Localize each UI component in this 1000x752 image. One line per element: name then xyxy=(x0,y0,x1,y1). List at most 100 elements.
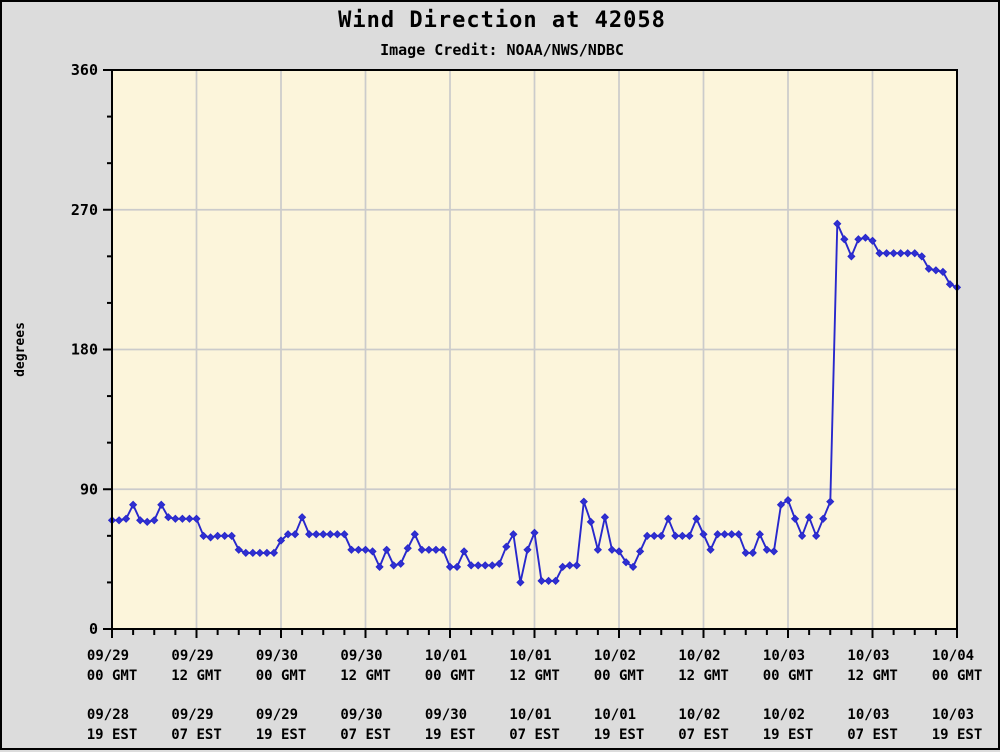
data-point-marker xyxy=(685,531,694,540)
data-point-marker xyxy=(164,513,173,522)
data-point-marker xyxy=(805,513,814,522)
data-point-marker xyxy=(382,545,391,554)
x-tick-label-gmt-time: 12 GMT xyxy=(847,668,898,684)
data-point-marker xyxy=(474,561,483,570)
plot-border xyxy=(111,69,958,630)
x-tick-label-est-date: 10/02 xyxy=(678,707,720,723)
data-point-marker xyxy=(431,545,441,554)
data-point-marker xyxy=(312,530,321,539)
data-point-marker xyxy=(368,547,377,556)
data-point-marker xyxy=(220,531,229,540)
data-point-marker xyxy=(748,548,757,558)
data-point-marker xyxy=(593,545,602,554)
x-tick-label-est-time: 19 EST xyxy=(87,727,138,743)
data-point-marker xyxy=(931,266,940,275)
x-tick-label-gmt-date: 10/02 xyxy=(678,648,720,664)
data-point-marker xyxy=(762,545,771,554)
data-point-marker xyxy=(234,545,243,554)
data-point-marker xyxy=(579,497,588,506)
x-tick-label-gmt-time: 00 GMT xyxy=(256,668,307,684)
data-point-marker xyxy=(840,235,849,244)
data-point-marker xyxy=(143,517,152,526)
x-tick-label-gmt-time: 00 GMT xyxy=(87,668,138,684)
data-point-marker xyxy=(938,267,948,276)
data-point-marker xyxy=(755,530,764,539)
data-point-marker xyxy=(671,531,680,540)
x-tick-label-est-time: 19 EST xyxy=(594,727,645,743)
data-point-marker xyxy=(459,547,469,556)
data-point-marker xyxy=(150,516,159,525)
data-point-marker xyxy=(502,542,511,551)
data-point-marker xyxy=(650,531,659,540)
x-tick-label-gmt-date: 09/30 xyxy=(340,648,382,664)
data-point-marker xyxy=(861,233,870,242)
data-point-marker xyxy=(192,514,201,523)
data-point-marker xyxy=(269,548,279,558)
data-point-marker xyxy=(305,530,314,539)
data-point-marker xyxy=(769,547,779,556)
data-point-marker xyxy=(290,530,300,539)
data-point-marker xyxy=(565,561,574,570)
x-tick-label-est-time: 07 EST xyxy=(509,727,560,743)
x-tick-label-gmt-date: 10/01 xyxy=(425,648,467,664)
data-point-marker xyxy=(347,545,356,554)
data-point-marker xyxy=(917,252,926,261)
x-tick-label-est-date: 09/29 xyxy=(256,707,298,723)
data-point-marker xyxy=(643,531,652,540)
data-point-marker xyxy=(326,530,335,539)
data-point-marker xyxy=(812,531,821,540)
chart-title: Wind Direction at 42058 xyxy=(338,8,666,33)
data-point-marker xyxy=(248,548,257,558)
data-point-marker xyxy=(833,219,842,228)
data-point-marker xyxy=(298,513,307,522)
x-tick-label-gmt-date: 09/29 xyxy=(87,648,129,664)
x-tick-label-est-time: 07 EST xyxy=(171,727,222,743)
data-point-marker xyxy=(797,531,807,540)
data-point-marker xyxy=(713,530,722,539)
x-tick-label-est-date: 09/29 xyxy=(171,707,213,723)
x-tick-label-gmt-time: 12 GMT xyxy=(340,668,391,684)
data-point-marker xyxy=(790,514,800,523)
x-tick-label-est-date: 10/02 xyxy=(763,707,805,723)
data-point-marker xyxy=(509,530,518,539)
data-point-marker xyxy=(882,249,891,258)
data-point-marker xyxy=(213,531,222,540)
data-point-marker xyxy=(333,530,342,539)
x-tick-label-gmt-time: 12 GMT xyxy=(678,668,729,684)
data-point-marker xyxy=(847,252,856,261)
y-tick-label: 0 xyxy=(89,620,98,638)
y-tick-label: 90 xyxy=(80,480,98,498)
data-point-marker xyxy=(396,559,405,568)
data-point-marker xyxy=(945,280,955,289)
data-point-marker xyxy=(530,528,539,537)
data-point-marker xyxy=(452,562,462,571)
x-tick-label-gmt-date: 10/02 xyxy=(594,648,636,664)
data-point-marker xyxy=(227,531,236,540)
x-tick-label-est-time: 19 EST xyxy=(763,727,814,743)
x-tick-label-gmt-time: 12 GMT xyxy=(171,668,222,684)
x-tick-label-est-time: 07 EST xyxy=(847,727,898,743)
data-point-marker xyxy=(467,561,476,570)
x-tick-label-gmt-time: 12 GMT xyxy=(509,668,560,684)
data-point-marker xyxy=(114,516,124,525)
data-point-marker xyxy=(600,513,610,522)
data-point-marker xyxy=(523,545,532,554)
data-point-marker xyxy=(417,545,426,554)
x-tick-label-est-date: 09/30 xyxy=(425,707,467,723)
x-tick-label-gmt-date: 10/03 xyxy=(847,648,889,664)
data-point-marker xyxy=(875,249,884,258)
x-tick-label-est-date: 10/03 xyxy=(847,707,889,723)
data-point-marker xyxy=(558,562,567,571)
data-point-marker xyxy=(572,561,581,570)
data-point-marker xyxy=(657,531,666,540)
data-point-marker xyxy=(819,514,828,523)
data-point-marker xyxy=(720,530,729,539)
data-point-marker xyxy=(121,514,131,523)
y-tick-label: 360 xyxy=(71,61,98,79)
data-point-marker xyxy=(481,561,490,570)
data-point-marker xyxy=(636,547,645,556)
x-tick-label-est-date: 09/28 xyxy=(87,707,129,723)
data-point-marker xyxy=(628,562,638,571)
data-point-marker xyxy=(868,236,877,245)
